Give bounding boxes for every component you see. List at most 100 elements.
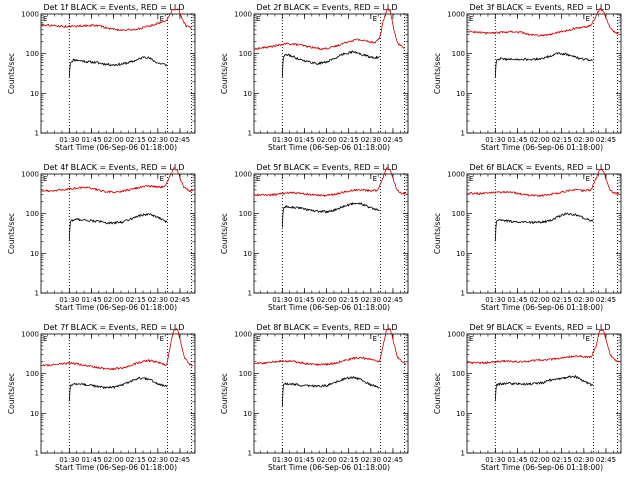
plot-frame bbox=[253, 333, 409, 454]
chart-title: Det 1f BLACK = Events, RED = LLD bbox=[43, 3, 184, 12]
y-tick-label: 10 bbox=[456, 410, 465, 418]
x-tick-label: 02:45 bbox=[170, 296, 190, 304]
lld-series-line bbox=[40, 328, 194, 371]
x-axis-label: Start Time (06-Sep-06 01:18:00) bbox=[268, 303, 390, 312]
x-tick-label: 02:15 bbox=[552, 296, 572, 304]
y-tick-label: 1 bbox=[248, 290, 252, 298]
chart-svg-6: Det 6f BLACK = Events, RED = LLD 1 10 100 10… bbox=[433, 163, 622, 312]
y-axis-label: Counts/sec bbox=[433, 53, 442, 94]
chart-svg-8: Det 8f BLACK = Events, RED = LLD 1 10 100 10… bbox=[220, 323, 409, 472]
y-axis-label: Counts/sec bbox=[220, 53, 229, 94]
events-series-line bbox=[68, 213, 168, 242]
x-axis-label: Start Time (06-Sep-06 01:18:00) bbox=[55, 463, 177, 472]
chart-title: Det 3f BLACK = Events, RED = LLD bbox=[469, 3, 610, 12]
x-tick-label: 02:00 bbox=[316, 136, 336, 144]
x-tick-label: 01:30 bbox=[59, 136, 79, 144]
y-tick-label: 1 bbox=[35, 450, 39, 458]
x-tick-label: 02:15 bbox=[339, 296, 359, 304]
events-series-line bbox=[494, 52, 593, 78]
x-axis-label: Start Time (06-Sep-06 01:18:00) bbox=[268, 143, 390, 152]
chart-title: Det 6f BLACK = Events, RED = LLD bbox=[469, 163, 610, 172]
flag-label: E bbox=[469, 175, 473, 183]
events-series-line bbox=[68, 376, 168, 402]
y-tick-label: 100 bbox=[452, 50, 465, 58]
flag-label: E bbox=[586, 15, 590, 23]
x-tick-label: 01:45 bbox=[294, 456, 314, 464]
x-tick-label: 02:00 bbox=[103, 136, 123, 144]
x-tick-label: 02:15 bbox=[339, 136, 359, 144]
x-tick-label: 02:00 bbox=[529, 296, 549, 304]
x-tick-label: 01:45 bbox=[294, 296, 314, 304]
x-tick-label: 02:15 bbox=[552, 456, 572, 464]
flag-label: E bbox=[373, 175, 377, 183]
y-tick-label: 100 bbox=[239, 50, 252, 58]
x-tick-label: 02:15 bbox=[126, 296, 146, 304]
flag-label: E bbox=[160, 15, 164, 23]
y-tick-label: 1000 bbox=[21, 11, 39, 19]
y-tick-label: 100 bbox=[452, 210, 465, 218]
flag-label: E bbox=[256, 15, 260, 23]
y-axis-label: Counts/sec bbox=[7, 373, 16, 414]
chart-title: Det 7f BLACK = Events, RED = LLD bbox=[43, 323, 184, 332]
plot-frame bbox=[253, 173, 409, 294]
chart-title: Det 2f BLACK = Events, RED = LLD bbox=[256, 3, 397, 12]
x-tick-label: 02:30 bbox=[361, 136, 381, 144]
y-tick-label: 1000 bbox=[234, 11, 252, 19]
y-tick-label: 1 bbox=[461, 130, 465, 138]
flag-label: E bbox=[469, 335, 473, 343]
y-tick-label: 10 bbox=[30, 90, 39, 98]
chart-title: Det 5f BLACK = Events, RED = LLD bbox=[256, 163, 397, 172]
flag-label: E bbox=[43, 335, 47, 343]
x-tick-label: 02:30 bbox=[148, 296, 168, 304]
lld-series-line bbox=[40, 8, 192, 32]
x-axis-label: Start Time (06-Sep-06 01:18:00) bbox=[481, 303, 603, 312]
x-tick-label: 02:15 bbox=[126, 136, 146, 144]
x-axis-label: Start Time (06-Sep-06 01:18:00) bbox=[55, 303, 177, 312]
chart-title: Det 9f BLACK = Events, RED = LLD bbox=[469, 323, 610, 332]
chart-svg-5: Det 5f BLACK = Events, RED = LLD 1 10 100 10… bbox=[220, 163, 409, 312]
chart-svg-3: Det 3f BLACK = Events, RED = LLD 1 10 100 10… bbox=[433, 3, 622, 152]
x-tick-label: 02:45 bbox=[383, 136, 403, 144]
x-tick-label: 02:15 bbox=[126, 456, 146, 464]
y-tick-label: 100 bbox=[26, 210, 39, 218]
chart-panel-6: Det 6f BLACK = Events, RED = LLD 1 10 100 10… bbox=[426, 160, 639, 320]
x-tick-label: 02:45 bbox=[383, 296, 403, 304]
plot-frame bbox=[466, 173, 622, 294]
events-series-line bbox=[281, 50, 380, 78]
x-tick-label: 01:45 bbox=[81, 456, 101, 464]
y-tick-label: 1000 bbox=[447, 331, 465, 339]
chart-panel-9: Det 9f BLACK = Events, RED = LLD 1 10 100 10… bbox=[426, 320, 639, 480]
flag-label: E bbox=[586, 335, 590, 343]
lld-series-line bbox=[466, 8, 620, 37]
x-tick-label: 01:30 bbox=[272, 136, 292, 144]
x-tick-label: 01:45 bbox=[507, 456, 527, 464]
x-tick-label: 02:30 bbox=[148, 456, 168, 464]
x-axis-label: Start Time (06-Sep-06 01:18:00) bbox=[481, 463, 603, 472]
plot-frame bbox=[253, 13, 409, 134]
y-tick-label: 10 bbox=[456, 250, 465, 258]
x-tick-label: 02:45 bbox=[596, 296, 616, 304]
y-tick-label: 1 bbox=[35, 130, 39, 138]
x-tick-label: 02:00 bbox=[316, 296, 336, 304]
flag-label: E bbox=[256, 175, 260, 183]
x-tick-label: 01:45 bbox=[507, 136, 527, 144]
chart-panel-3: Det 3f BLACK = Events, RED = LLD 1 10 100 10… bbox=[426, 0, 639, 160]
flag-label: E bbox=[469, 15, 473, 23]
chart-svg-1: Det 1f BLACK = Events, RED = LLD 1 10 100 10… bbox=[7, 3, 196, 152]
y-tick-label: 1000 bbox=[234, 171, 252, 179]
x-tick-label: 01:30 bbox=[485, 456, 505, 464]
x-tick-label: 02:00 bbox=[103, 296, 123, 304]
x-tick-label: 02:30 bbox=[574, 456, 594, 464]
x-tick-label: 02:15 bbox=[339, 456, 359, 464]
x-tick-label: 02:30 bbox=[574, 136, 594, 144]
events-series-line bbox=[494, 375, 594, 402]
x-tick-label: 01:30 bbox=[485, 136, 505, 144]
y-axis-label: Counts/sec bbox=[433, 373, 442, 414]
x-tick-label: 01:45 bbox=[81, 136, 101, 144]
y-tick-label: 10 bbox=[243, 250, 252, 258]
y-axis-label: Counts/sec bbox=[7, 53, 16, 94]
y-axis-label: Counts/sec bbox=[433, 213, 442, 254]
x-tick-label: 02:00 bbox=[316, 456, 336, 464]
y-tick-label: 1000 bbox=[21, 171, 39, 179]
